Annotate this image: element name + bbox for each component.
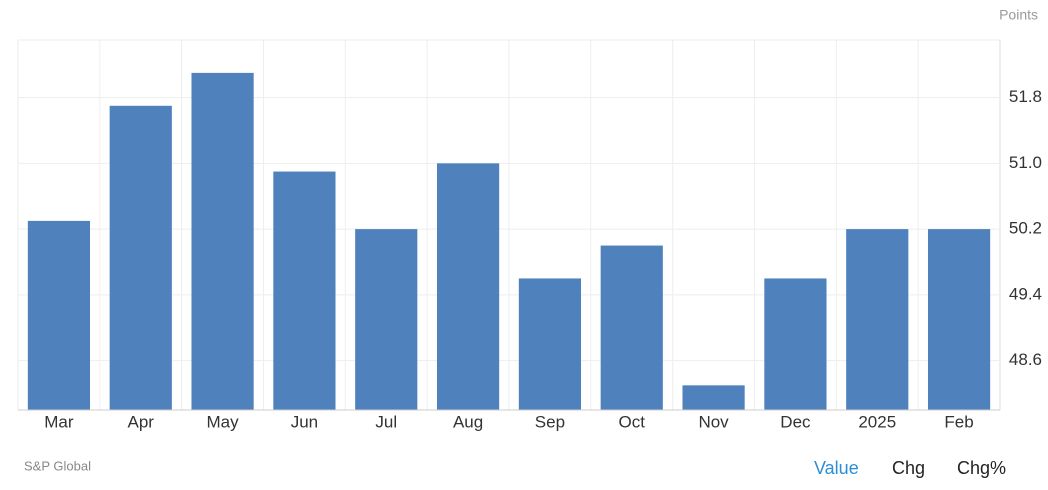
x-tick-label: 2025 xyxy=(858,412,896,431)
y-tick-label: 51.0 xyxy=(1009,153,1042,172)
x-tick-label: Mar xyxy=(44,412,74,431)
x-tick-label: Jun xyxy=(291,412,318,431)
bar xyxy=(191,72,254,410)
x-tick-label: Aug xyxy=(453,412,483,431)
x-tick-label: Jul xyxy=(375,412,397,431)
x-tick-label: May xyxy=(207,412,240,431)
chg-pct-button[interactable]: Chg% xyxy=(957,458,1007,478)
y-tick-label: 48.6 xyxy=(1009,350,1042,369)
unit-label: Points xyxy=(999,7,1038,23)
bar xyxy=(846,229,909,410)
bar xyxy=(764,278,827,410)
y-tick-label: 50.2 xyxy=(1009,219,1042,238)
x-tick-label: Feb xyxy=(944,412,973,431)
x-tick-label: Sep xyxy=(535,412,565,431)
chg-button[interactable]: Chg xyxy=(892,458,926,478)
value-button[interactable]: Value xyxy=(814,458,859,478)
y-tick-label: 49.4 xyxy=(1009,284,1042,303)
x-tick-label: Dec xyxy=(780,412,811,431)
bar xyxy=(682,385,745,410)
x-tick-label: Nov xyxy=(698,412,729,431)
x-tick-label: Apr xyxy=(128,412,155,431)
bar xyxy=(109,105,172,411)
x-tick-label: Oct xyxy=(619,412,646,431)
bar xyxy=(273,171,336,410)
bar xyxy=(927,229,991,410)
bar xyxy=(355,229,418,410)
source: S&P Global xyxy=(24,458,91,473)
bar xyxy=(436,163,500,410)
y-tick-label: 51.8 xyxy=(1009,87,1042,106)
bar xyxy=(600,245,663,410)
bar xyxy=(518,278,582,410)
bar xyxy=(27,220,91,410)
